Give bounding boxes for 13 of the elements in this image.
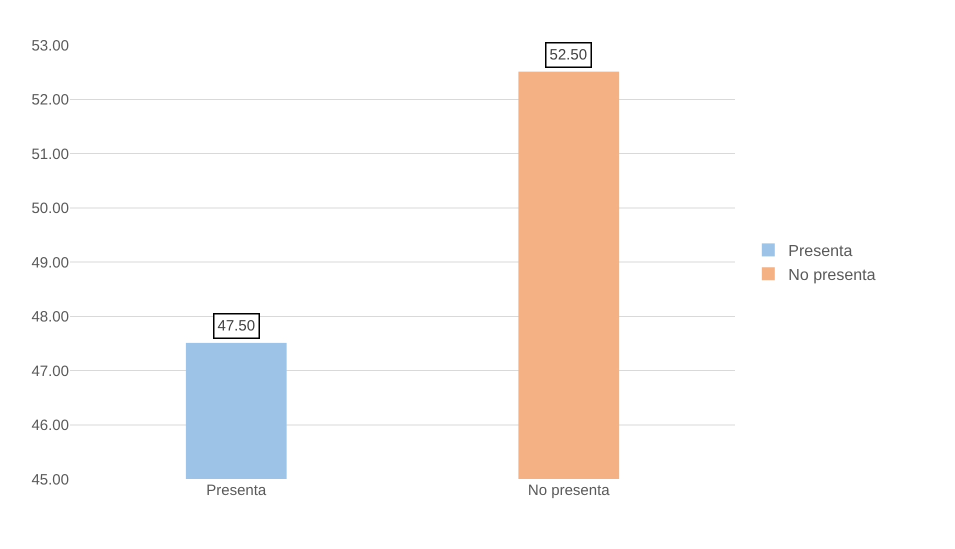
data-label: 52.50 xyxy=(550,46,588,64)
y-tick-label: 47.00 xyxy=(31,362,69,380)
y-tick-label: 53.00 xyxy=(31,37,69,54)
y-tick-label: 50.00 xyxy=(31,200,69,217)
y-tick-label: 49.00 xyxy=(31,254,69,272)
y-tick-label: 51.00 xyxy=(31,146,69,163)
y-tick-label: 48.00 xyxy=(31,308,69,326)
y-tick-label: 52.00 xyxy=(31,92,69,108)
y-tick-label: 46.00 xyxy=(31,417,69,434)
legend-label: No presenta xyxy=(788,266,876,284)
legend-label: Presenta xyxy=(788,243,852,260)
data-label: 47.50 xyxy=(218,318,256,334)
y-tick-label: 45.00 xyxy=(31,471,69,488)
